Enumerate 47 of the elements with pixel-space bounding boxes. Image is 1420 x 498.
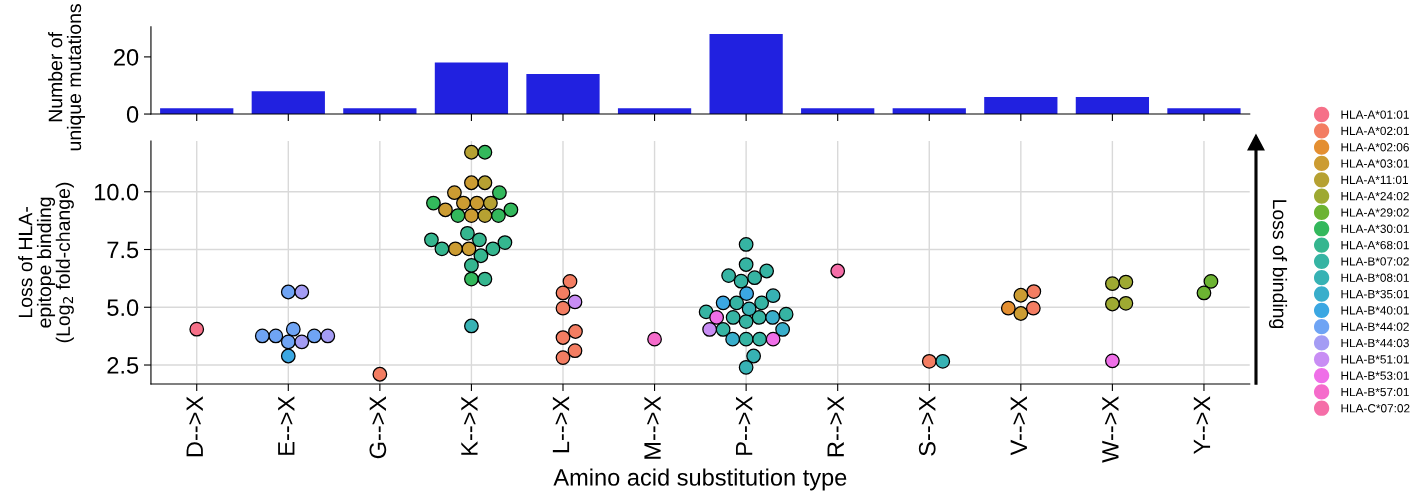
bar [709, 34, 783, 115]
x-tick-label: M-->X [644, 396, 661, 459]
legend-label: HLA-B*40:01 [1341, 306, 1409, 315]
bar [434, 62, 509, 115]
bar [1075, 96, 1150, 115]
x-tick-label: D-->X [186, 396, 203, 457]
y-tick-label: 7.5 [107, 241, 139, 259]
x-tick-label: S-->X [918, 396, 936, 456]
legend-label: HLA-B*08:01 [1341, 273, 1409, 282]
x-tick-label: P-->X [735, 396, 753, 455]
legend-label: HLA-B*44:02 [1341, 322, 1409, 331]
legend-label: HLA-A*02:06 [1341, 143, 1409, 152]
legend-label: HLA-A*11:01 [1341, 175, 1408, 185]
y-axis-title: Loss of HLA- epitope binding (Log$_{2}$ fold-change) [18, 182, 74, 343]
legend-label: HLA-A*68:01 [1341, 240, 1409, 250]
x-tick-label: E-->X [278, 396, 295, 455]
legend-label: HLA-B*51:01 [1341, 355, 1409, 364]
x-tick-label: L-->X [552, 396, 570, 453]
text: Loss of binding [1268, 200, 1288, 329]
x-tick-label: K-->X [461, 396, 478, 455]
y-tick-label: 0 [126, 106, 139, 123]
x-tick-label: R-->X [827, 396, 844, 457]
bar [251, 91, 325, 115]
x-axis-title: Amino acid substitution type [553, 468, 847, 491]
y-tick-label: 20 [114, 48, 139, 66]
legend-label: HLA-A*24:02 [1341, 191, 1409, 201]
y-tick-label: 5.0 [107, 299, 139, 317]
legend-label: HLA-A*03:01 [1341, 159, 1409, 168]
x-tick-label: G-->X [369, 396, 387, 459]
legend-label: HLA-B*35:01 [1341, 289, 1409, 299]
y-tick-label: 2.5 [107, 357, 139, 374]
legend-label: HLA-A*02:01 [1341, 126, 1409, 136]
x-tick-label: Y-->X [1193, 396, 1211, 455]
y-axis-title: Number of unique mutations [48, 4, 86, 151]
legend-label: HLA-B*57:01 [1341, 387, 1409, 397]
x-tick-label: V-->X [1010, 396, 1027, 456]
legend-label: HLA-B*53:01 [1341, 371, 1409, 380]
legend-label: HLA-C*07:02 [1341, 404, 1410, 413]
legend-label: HLA-A*30:01 [1341, 224, 1409, 233]
legend-label: HLA-B*44:03 [1341, 338, 1409, 348]
legend-label: HLA-A*29:02 [1341, 208, 1409, 217]
x-tick-label: W-->X [1102, 396, 1119, 463]
bar [526, 74, 600, 115]
y-tick-label: 10.0 [94, 183, 139, 201]
bar [984, 96, 1058, 115]
legend-label: HLA-A*01:01 [1341, 110, 1409, 119]
legend-label: HLA-B*07:02 [1341, 257, 1409, 266]
